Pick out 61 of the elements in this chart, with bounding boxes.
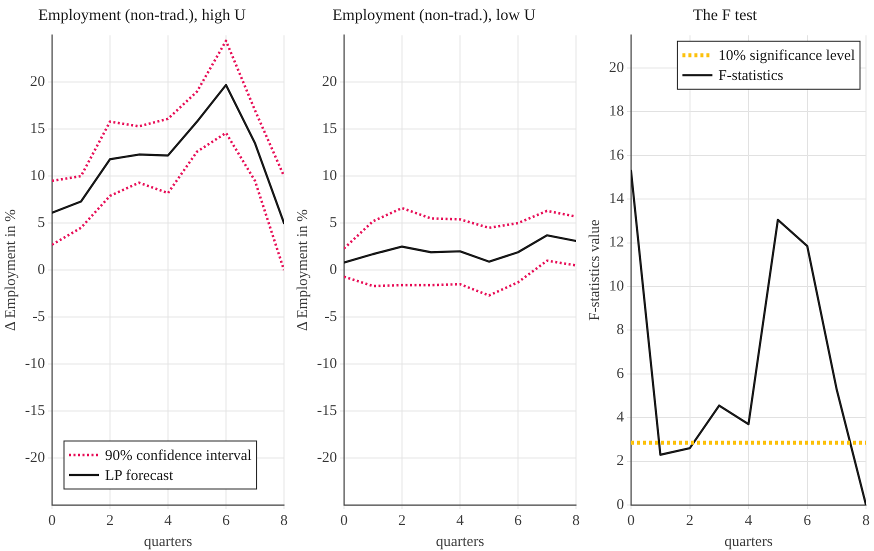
y-axis-title: F-statistics value bbox=[586, 219, 603, 321]
y-tick-label: 14 bbox=[609, 191, 624, 208]
x-tick-label: 8 bbox=[280, 512, 288, 529]
y-tick-label: -5 bbox=[32, 309, 45, 326]
x-tick-label: 8 bbox=[572, 512, 580, 529]
x-tick-label: 0 bbox=[48, 512, 56, 529]
line-series bbox=[52, 40, 284, 182]
y-tick-label: -20 bbox=[24, 450, 45, 466]
line-series bbox=[52, 132, 284, 272]
y-tick-label: -15 bbox=[24, 402, 45, 419]
x-tick-label: 0 bbox=[627, 512, 635, 529]
y-tick-label: 10 bbox=[30, 168, 45, 184]
legend-label: 10% significance level bbox=[718, 48, 856, 64]
x-tick-label: 4 bbox=[164, 512, 172, 529]
x-tick-label: 4 bbox=[456, 512, 464, 529]
y-tick-label: -20 bbox=[316, 450, 337, 466]
y-tick-label: 18 bbox=[609, 104, 624, 120]
y-tick-label: 10 bbox=[322, 168, 337, 184]
y-tick-label: 6 bbox=[616, 366, 624, 382]
legend-label: 90% confidence interval bbox=[104, 448, 252, 464]
x-axis-title: quarters bbox=[144, 534, 192, 550]
x-tick-label: 6 bbox=[804, 512, 812, 529]
chart-title: The F test bbox=[693, 6, 758, 24]
y-tick-label: 15 bbox=[30, 121, 45, 138]
chart-title: Employment (non-trad.), low U bbox=[332, 6, 536, 24]
y-tick-label: -5 bbox=[324, 309, 337, 326]
y-tick-label: 4 bbox=[616, 410, 624, 426]
y-tick-label: 20 bbox=[30, 74, 45, 90]
x-axis-title: quarters bbox=[724, 534, 773, 550]
x-tick-label: 2 bbox=[398, 512, 406, 529]
line-series bbox=[344, 259, 576, 297]
y-tick-label: -10 bbox=[24, 356, 45, 372]
y-tick-label: -10 bbox=[316, 356, 337, 372]
x-tick-label: 6 bbox=[222, 512, 230, 529]
y-tick-label: 2 bbox=[616, 453, 624, 470]
y-tick-label: 8 bbox=[616, 322, 624, 338]
y-tick-label: 20 bbox=[322, 74, 337, 90]
y-axis-title: Δ Employment in % bbox=[294, 209, 311, 331]
y-tick-label: 5 bbox=[37, 215, 45, 232]
x-tick-label: 0 bbox=[340, 512, 348, 529]
y-axis-title: Δ Employment in % bbox=[2, 209, 19, 331]
y-tick-label: 20 bbox=[609, 60, 624, 76]
y-tick-label: 12 bbox=[609, 234, 624, 251]
y-tick-label: 15 bbox=[322, 121, 337, 138]
x-tick-label: 8 bbox=[862, 512, 870, 529]
x-tick-label: 6 bbox=[514, 512, 522, 529]
y-tick-label: -15 bbox=[316, 402, 337, 419]
legend-label: F-statistics bbox=[718, 68, 784, 84]
x-tick-label: 4 bbox=[744, 512, 753, 529]
y-tick-label: 0 bbox=[329, 262, 337, 278]
y-tick-label: 16 bbox=[609, 147, 624, 164]
x-tick-label: 2 bbox=[106, 512, 114, 529]
x-axis-title: quarters bbox=[436, 534, 484, 550]
line-series bbox=[344, 206, 576, 250]
y-tick-label: 0 bbox=[616, 496, 624, 513]
legend-label: LP forecast bbox=[104, 468, 174, 484]
chart-title: Employment (non-trad.), high U bbox=[38, 6, 246, 24]
y-tick-label: 0 bbox=[37, 262, 45, 278]
y-tick-label: 5 bbox=[329, 215, 337, 232]
y-tick-label: 10 bbox=[609, 278, 624, 294]
x-tick-label: 2 bbox=[686, 512, 694, 529]
